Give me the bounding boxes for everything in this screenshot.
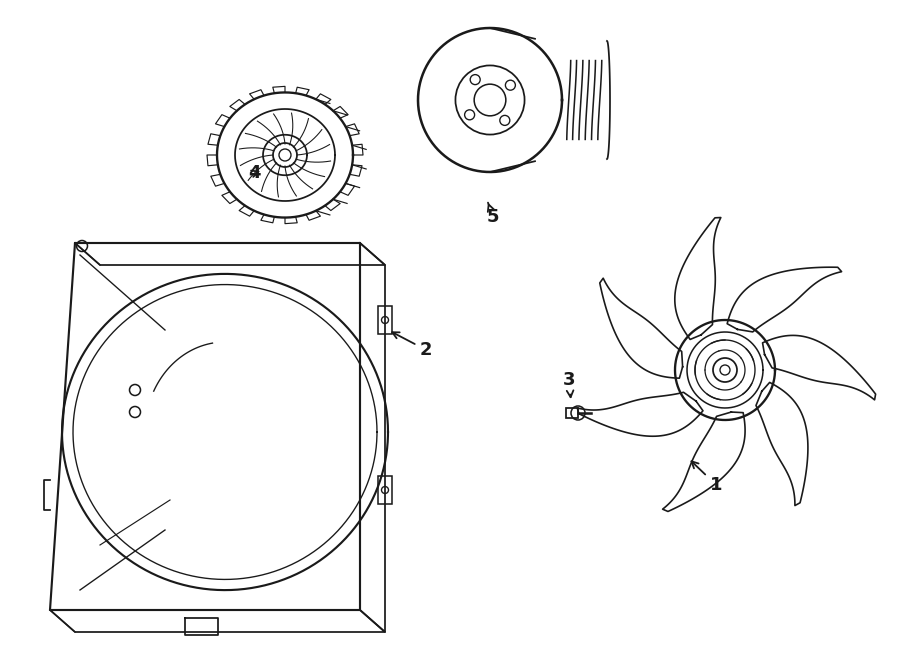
Text: 5: 5 <box>487 203 500 226</box>
Text: 4: 4 <box>248 164 260 182</box>
Bar <box>566 408 578 418</box>
Text: 3: 3 <box>563 371 575 397</box>
Text: 1: 1 <box>691 461 723 494</box>
Text: 2: 2 <box>392 332 433 359</box>
Bar <box>378 306 392 334</box>
Bar <box>378 476 392 504</box>
